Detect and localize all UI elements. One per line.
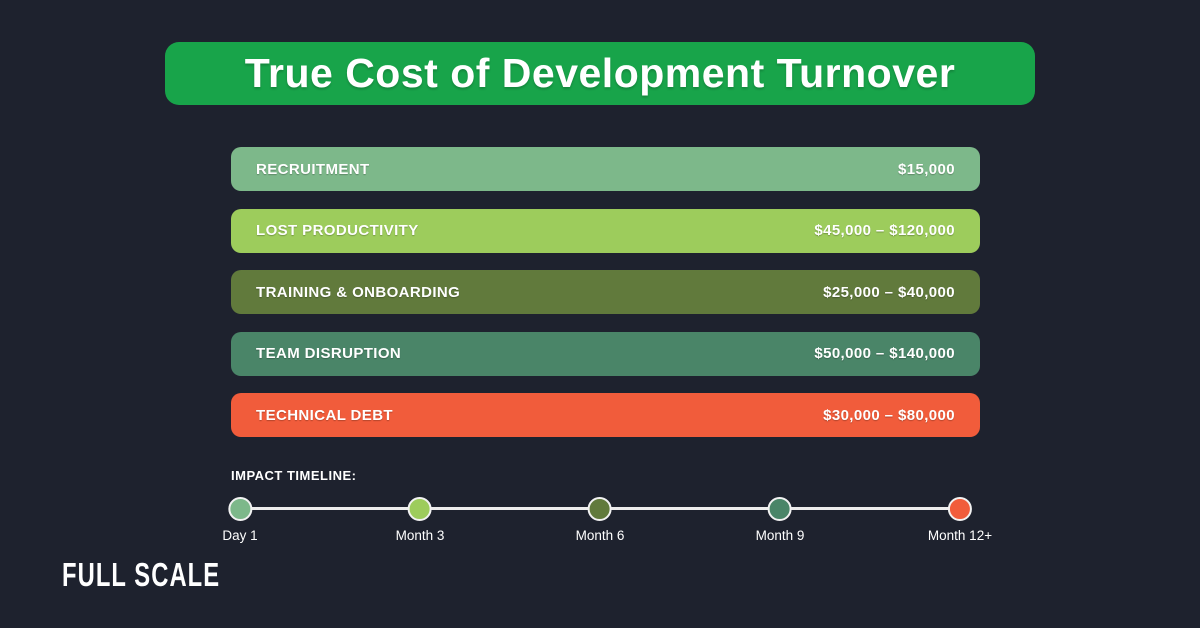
timeline-milestone-month-9: Month 9	[755, 497, 805, 543]
timeline-dot	[228, 497, 252, 521]
timeline-milestone-label: Day 1	[222, 528, 258, 543]
timeline-milestone-month-6: Month 6	[575, 497, 625, 543]
timeline-milestone-label: Month 9	[755, 528, 805, 543]
timeline-milestone-label: Month 12+	[927, 528, 993, 543]
cost-category-label: LOST PRODUCTIVITY	[256, 222, 419, 239]
cost-bar-training-onboarding: TRAINING & ONBOARDING $25,000 – $40,000	[231, 270, 980, 314]
timeline-title: IMPACT TIMELINE:	[231, 468, 357, 483]
title-banner: True Cost of Development Turnover	[165, 42, 1035, 105]
cost-category-label: RECRUITMENT	[256, 160, 370, 178]
timeline-milestone-label: Month 3	[395, 528, 445, 543]
cost-category-label: TEAM DISRUPTION	[256, 345, 402, 362]
timeline-dot	[588, 497, 612, 521]
impact-timeline: IMPACT TIMELINE: Day 1 Month 3 Month 6	[222, 468, 992, 555]
timeline-dot	[947, 497, 972, 521]
full-scale-logo: FULL SCALE	[62, 556, 221, 593]
cost-value: $15,000	[897, 160, 955, 178]
cost-category-label: TECHNICAL DEBT	[256, 406, 393, 424]
timeline-milestone-day-1: Day 1	[222, 497, 258, 543]
timeline-milestone-month-12: Month 12+	[928, 497, 992, 543]
cost-bar-lost-productivity: LOST PRODUCTIVITY $45,000 – $120,000	[231, 208, 980, 253]
cost-category-label: TRAINING & ONBOARDING	[256, 283, 461, 301]
cost-value: $30,000 – $80,000	[823, 406, 955, 424]
timeline-dot	[768, 497, 792, 521]
cost-bar-technical-debt: TECHNICAL DEBT $30,000 – $80,000	[231, 393, 980, 437]
cost-value: $45,000 – $120,000	[814, 222, 955, 239]
cost-bar-recruitment: RECRUITMENT $15,000	[231, 147, 980, 191]
timeline-milestone-label: Month 6	[575, 528, 625, 543]
timeline-track: Day 1 Month 3 Month 6 Month 9 Month 12+	[222, 497, 992, 555]
timeline-dot	[408, 497, 432, 521]
cost-breakdown: RECRUITMENT $15,000 LOST PRODUCTIVITY $4…	[222, 147, 992, 555]
timeline-milestone-month-3: Month 3	[395, 497, 445, 543]
cost-bar-team-disruption: TEAM DISRUPTION $50,000 – $140,000	[231, 331, 980, 376]
cost-value: $50,000 – $140,000	[814, 345, 955, 362]
cost-value: $25,000 – $40,000	[823, 283, 955, 301]
page-title: True Cost of Development Turnover	[244, 50, 956, 96]
